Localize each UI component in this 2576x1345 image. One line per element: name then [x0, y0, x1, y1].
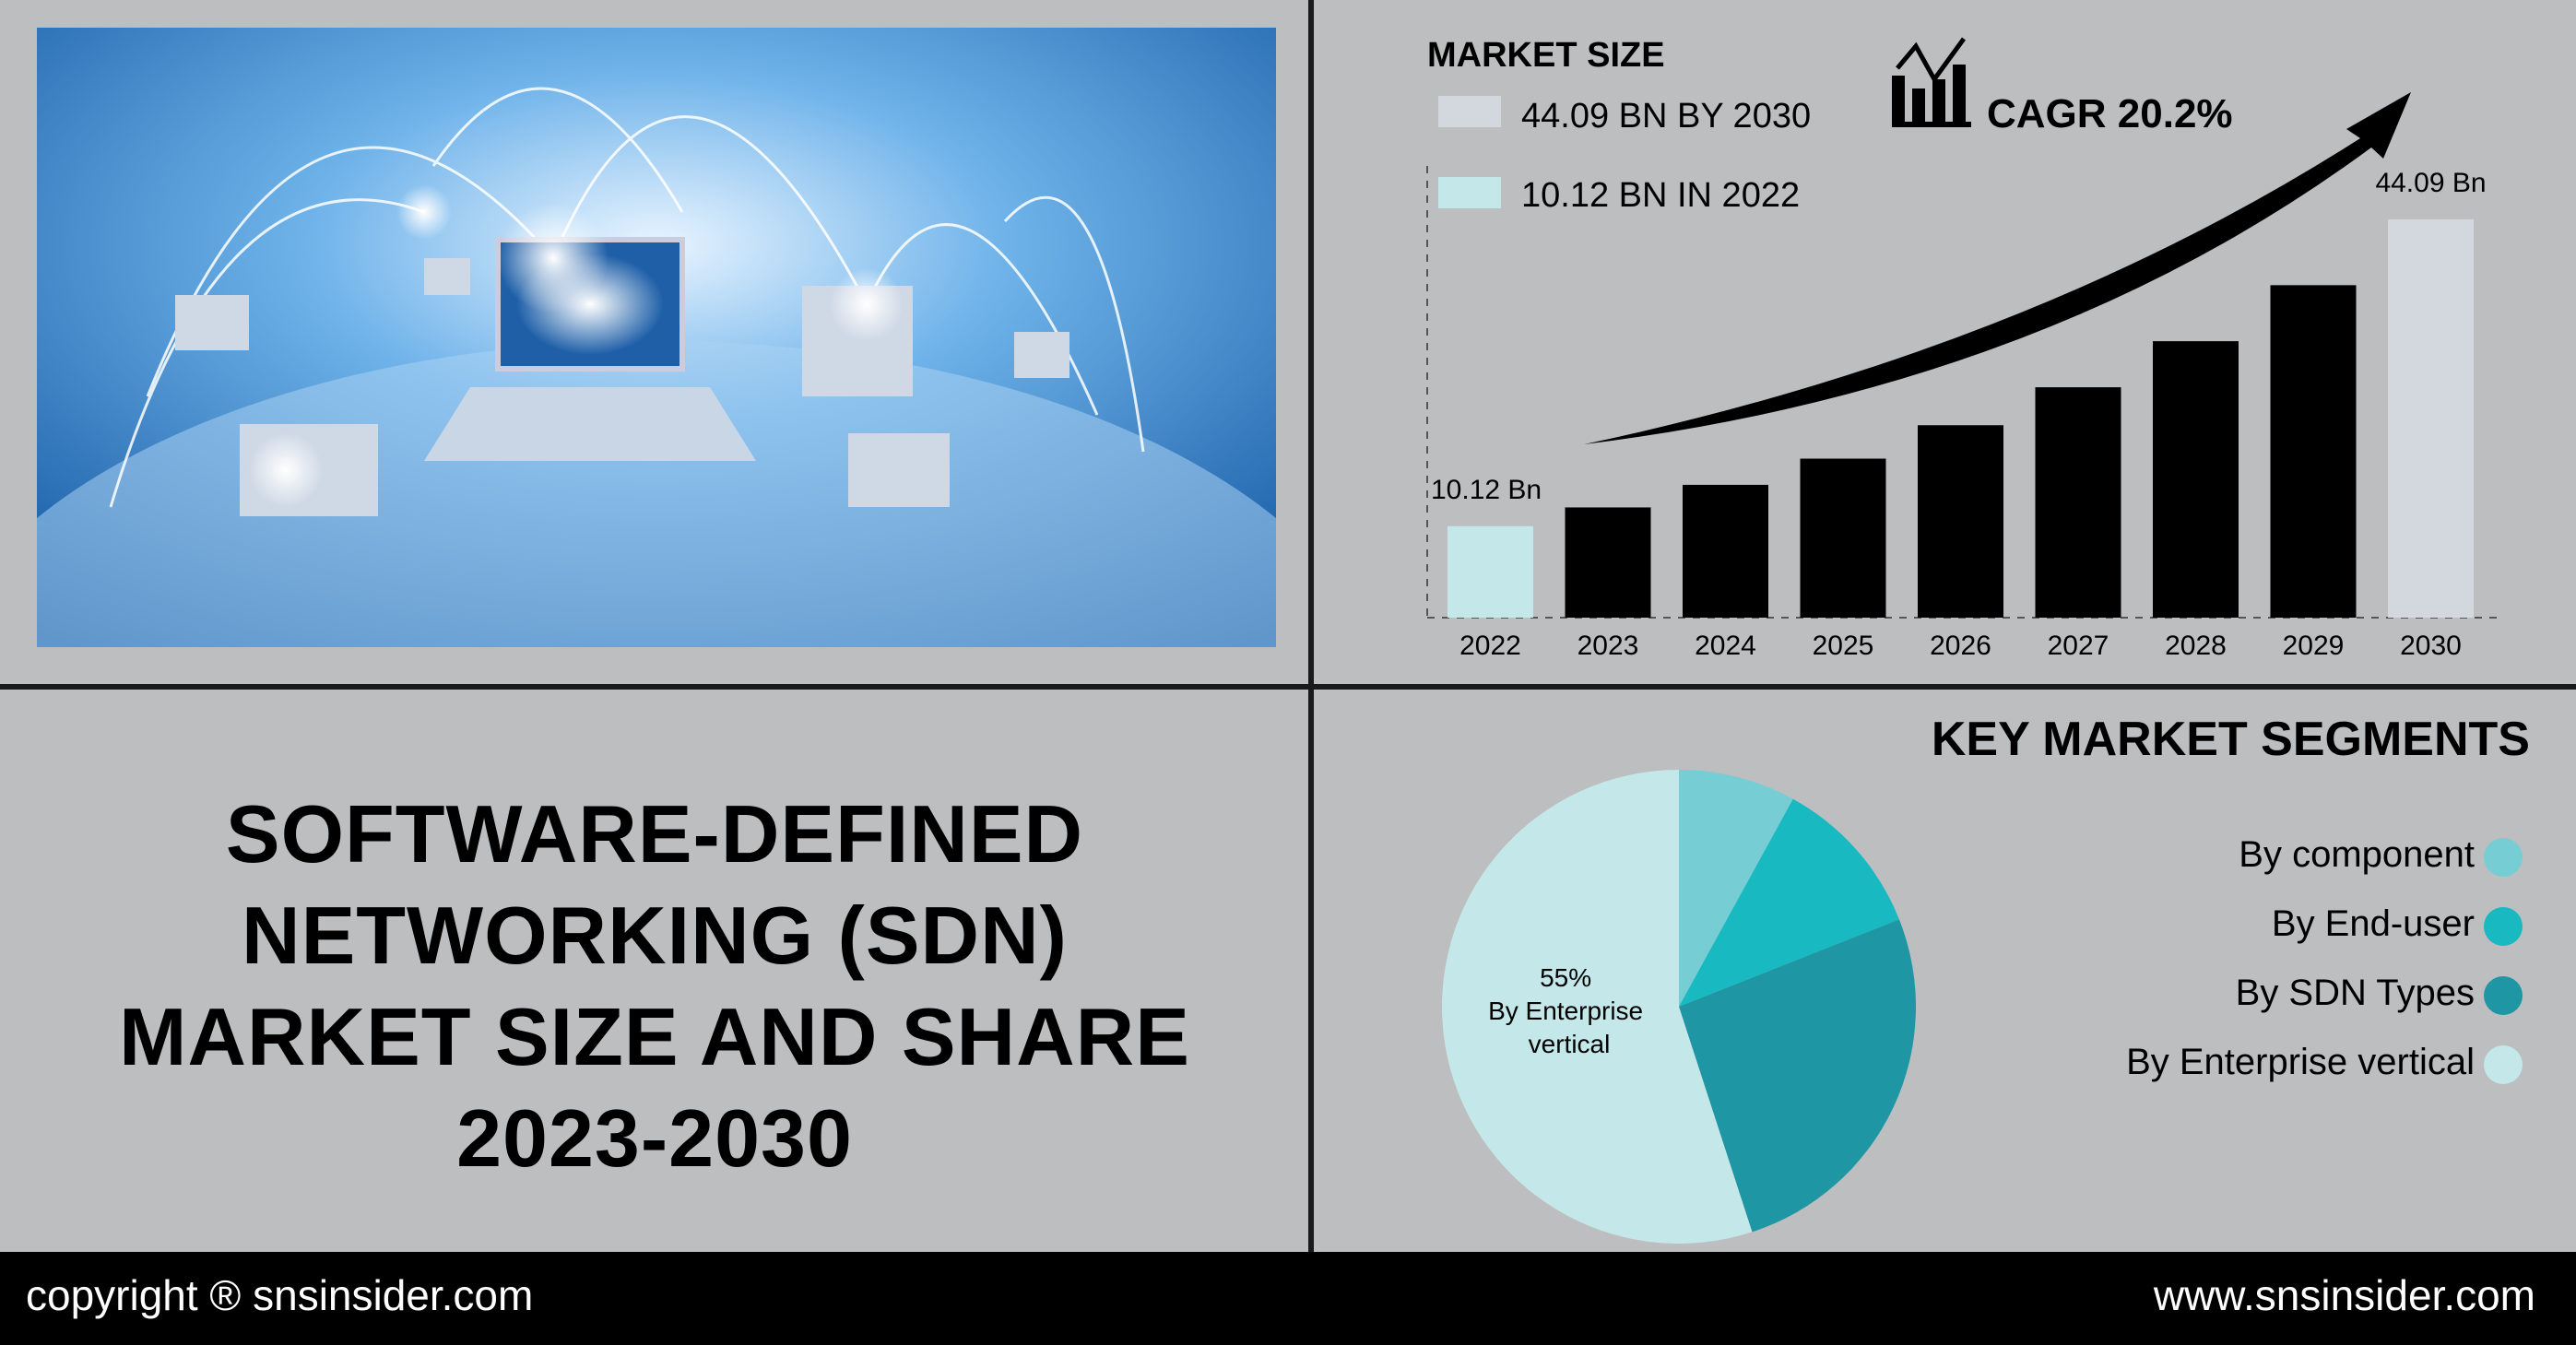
legend-dot — [2484, 838, 2523, 877]
legend-swatch-2022 — [1438, 177, 1501, 208]
legend-label-2022: 10.12 BN IN 2022 — [1521, 176, 1800, 215]
bar-2030 — [2388, 218, 2474, 618]
footer — [0, 1252, 2576, 1345]
x-tick-label: 2026 — [1930, 631, 1991, 661]
bar-2029 — [2270, 285, 2357, 618]
slice-label: vertical — [1529, 1030, 1611, 1058]
horizontal-divider — [0, 684, 2576, 690]
data-label: 44.09 Bn — [2375, 168, 2486, 198]
website-link[interactable]: www.snsinsider.com — [2153, 1271, 2535, 1319]
legend-dot — [2484, 976, 2523, 1015]
bar-2024 — [1683, 484, 1768, 618]
legend-label: By SDN Types — [2235, 973, 2475, 1013]
x-tick-label: 2030 — [2400, 631, 2462, 661]
cagr-label: CAGR 20.2% — [1987, 91, 2233, 136]
bar-2023 — [1565, 507, 1651, 618]
svg-text:55% By Enterprise vert: 55% By Enterprise vertical — [1488, 963, 1650, 1058]
bar-2025 — [1800, 458, 1886, 618]
legend-swatch-2030 — [1438, 96, 1501, 127]
bar-2027 — [2035, 387, 2121, 618]
legend-label: By Enterprise vertical — [2126, 1042, 2475, 1082]
pie-slice — [1679, 770, 1793, 1007]
pie-slice — [1679, 919, 1916, 1233]
bar-2026 — [1918, 425, 2003, 618]
report-title: SOFTWARE-DEFINED NETWORKING (SDN) MARKET… — [0, 784, 1309, 1189]
vertical-divider — [1308, 0, 1314, 1252]
chart-title: MARKET SIZE — [1427, 36, 1665, 75]
title-line: NETWORKING (SDN) — [242, 890, 1068, 981]
growth-chart-icon — [1892, 37, 1971, 127]
legend-dot — [2484, 907, 2523, 946]
title-line: SOFTWARE-DEFINED — [225, 788, 1084, 879]
x-tick-label: 2028 — [2165, 631, 2227, 661]
title-line: MARKET SIZE AND SHARE — [119, 991, 1190, 1082]
bar-2028 — [2153, 341, 2239, 618]
segments-title: KEY MARKET SEGMENTS — [1931, 713, 2530, 766]
legend-label: By End-user — [2271, 903, 2475, 944]
bar-2022 — [1448, 525, 1533, 618]
x-tick-label: 2022 — [1459, 631, 1521, 661]
x-tick-label: 2024 — [1695, 631, 1756, 661]
pie-slice — [1441, 770, 1753, 1244]
x-tick-label: 2025 — [1813, 631, 1874, 661]
pie-slice — [1679, 798, 1899, 1007]
x-tick-label: 2029 — [2283, 631, 2345, 661]
legend-label-2030: 44.09 BN BY 2030 — [1521, 97, 1811, 136]
hero-photo — [37, 28, 1276, 647]
copyright-text: copyright ® snsinsider.com — [26, 1271, 534, 1319]
slice-percent: 55% — [1540, 963, 1591, 992]
market-size-chart: MARKET SIZE 44.09 BN BY 2030 10.12 BN IN… — [1426, 36, 2499, 661]
segments-pie-chart: 55% By Enterprise vertical — [1441, 770, 1916, 1244]
x-tick-label: 2027 — [2048, 631, 2109, 661]
legend-label: By component — [2239, 834, 2475, 875]
data-label: 10.12 Bn — [1431, 475, 1542, 505]
x-tick-label: 2023 — [1578, 631, 1639, 661]
legend-dot — [2484, 1045, 2523, 1084]
title-line: 2023-2030 — [456, 1092, 853, 1184]
slice-label: By Enterprise — [1488, 997, 1643, 1025]
